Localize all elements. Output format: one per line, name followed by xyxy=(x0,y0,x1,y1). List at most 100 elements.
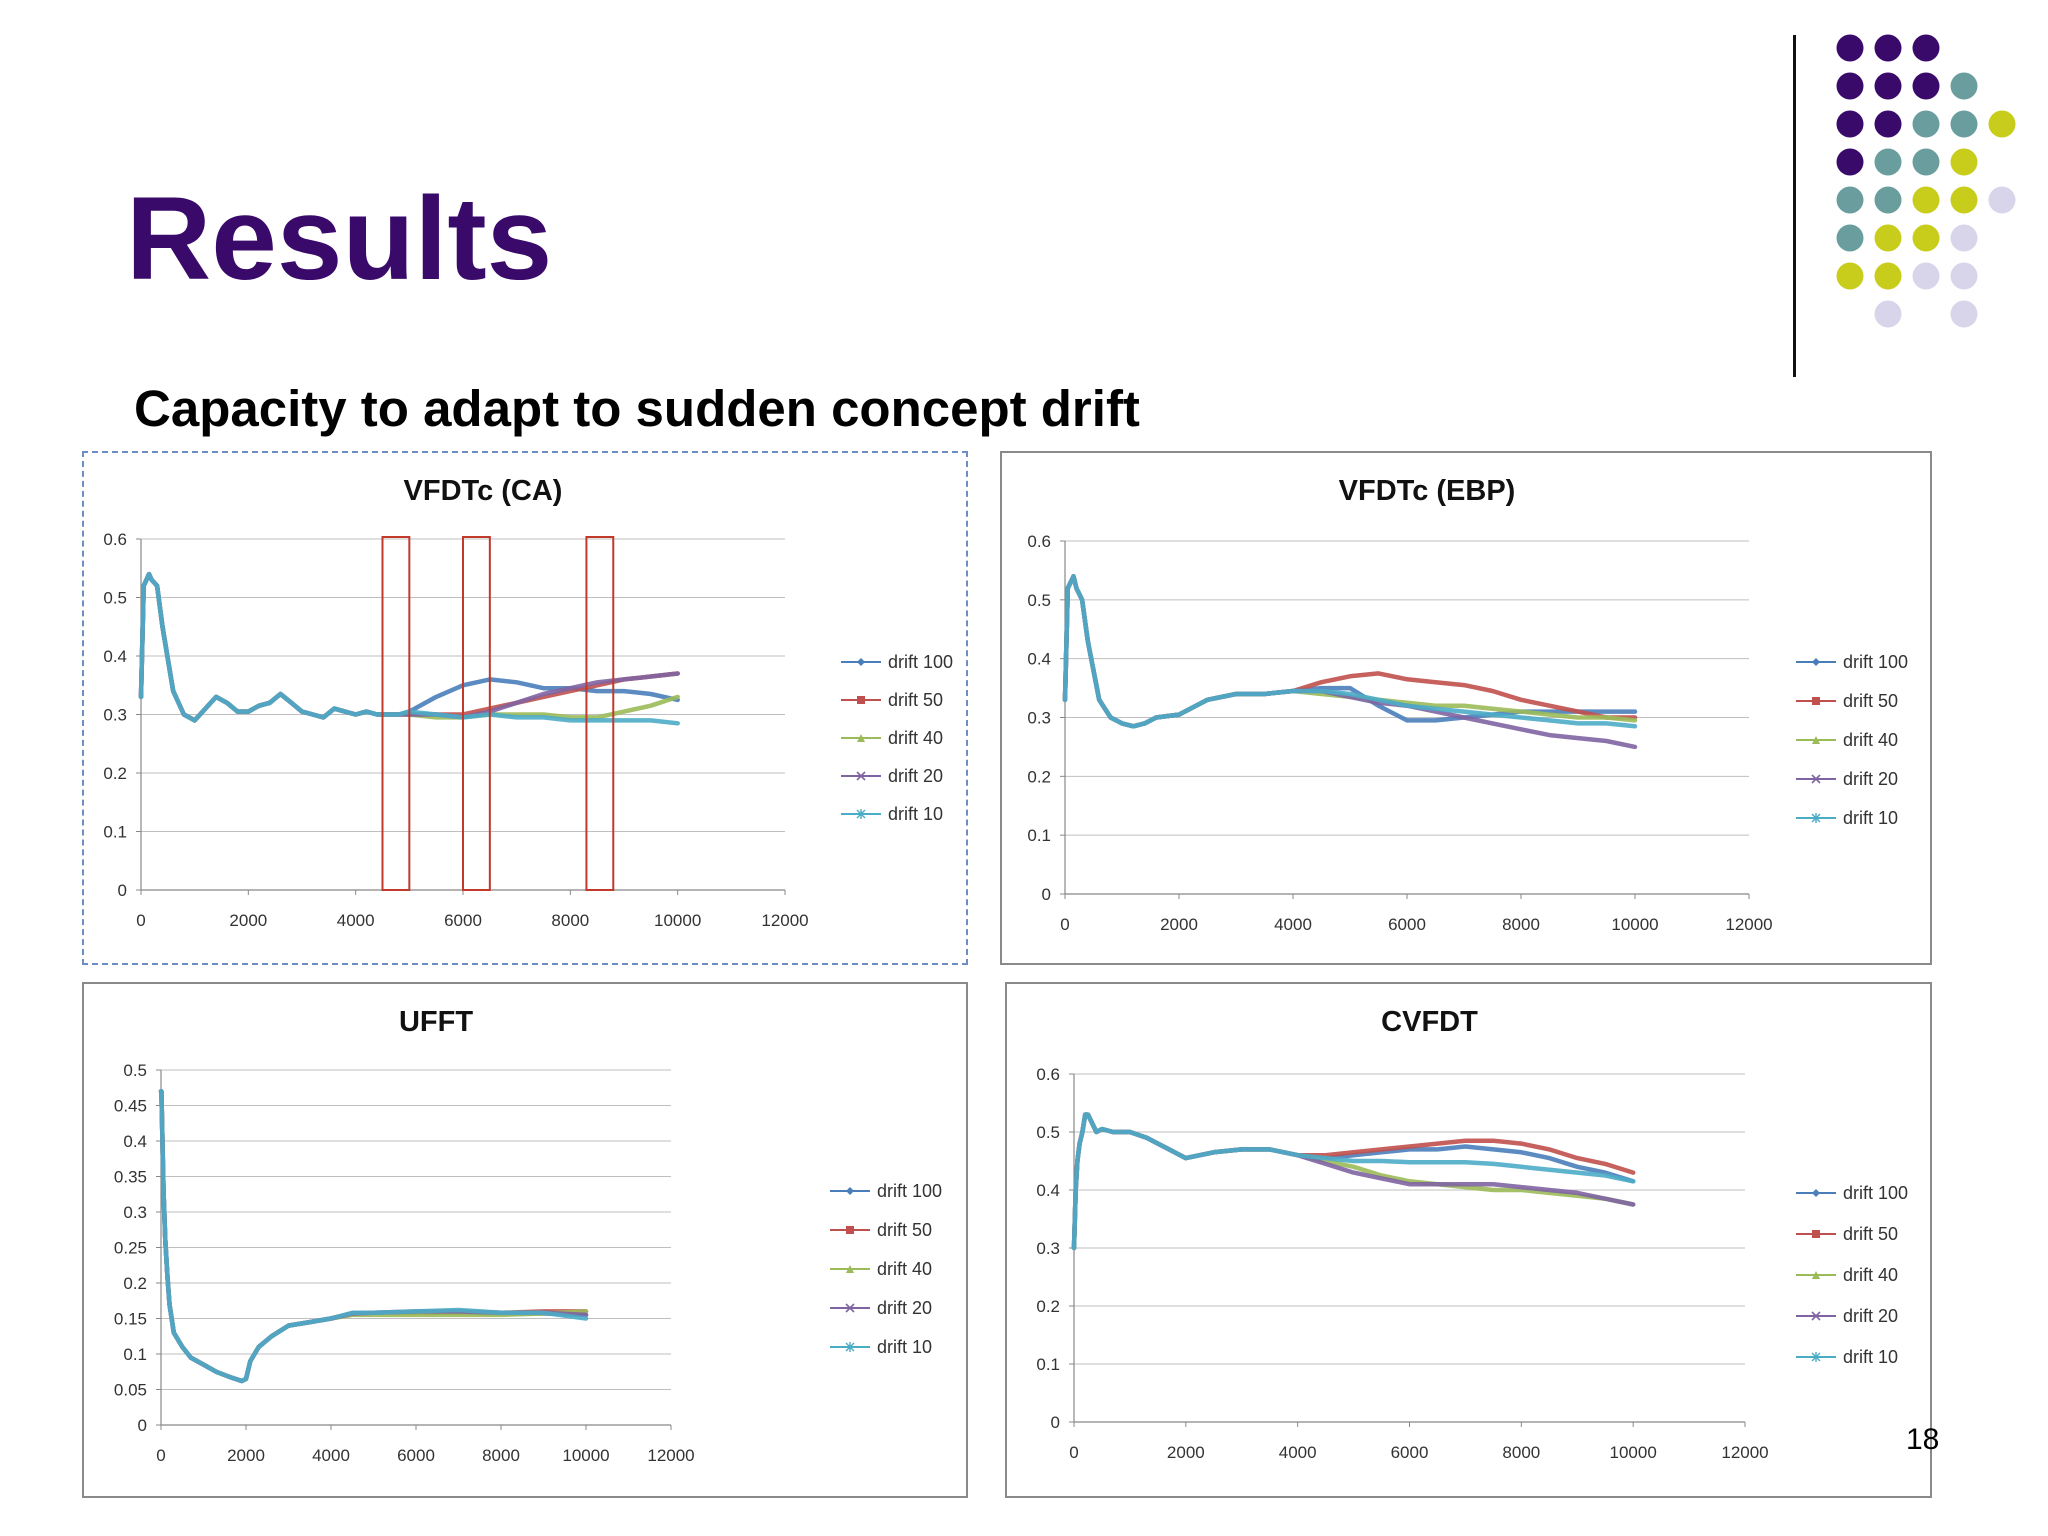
x-tick-label: 10000 xyxy=(654,911,701,930)
x-tick-label: 8000 xyxy=(1502,1443,1540,1462)
x-tick-label: 0 xyxy=(136,911,145,930)
chart-title: UFFT xyxy=(399,1006,473,1038)
x-tick-label: 8000 xyxy=(1502,915,1540,934)
decorative-dot xyxy=(1950,148,1978,176)
y-tick-label: 0.4 xyxy=(103,647,127,666)
legend-marker xyxy=(1811,1352,1821,1362)
x-tick-label: 8000 xyxy=(551,911,589,930)
legend-label: drift 50 xyxy=(1843,691,1898,711)
legend-marker xyxy=(856,809,866,819)
series-line-drift-50 xyxy=(1062,574,1638,729)
decorative-dot xyxy=(1988,110,2016,138)
chart-panel-vfdtc-ca[interactable]: VFDTc (CA) 0 0.1 0.2 0.3 0.4 0.5 0.6 0 2000 4000 60… xyxy=(82,451,968,965)
decorative-dot xyxy=(1836,110,1864,138)
series-line-drift-20 xyxy=(1071,1112,1636,1251)
decorative-dot xyxy=(1950,110,1978,138)
decorative-dot xyxy=(1912,72,1940,100)
y-tick-label: 0.1 xyxy=(103,823,127,842)
y-tick-label: 0.3 xyxy=(1036,1239,1060,1258)
series-line-drift-50 xyxy=(1071,1112,1636,1251)
y-tick-label: 0 xyxy=(1042,885,1051,904)
decorative-dot xyxy=(1836,224,1864,252)
x-tick-label: 2000 xyxy=(1167,1443,1205,1462)
page-number: 18 xyxy=(1906,1423,1940,1456)
series-line-drift-50 xyxy=(158,1089,589,1384)
x-tick-label: 12000 xyxy=(761,911,808,930)
y-tick-label: 0.4 xyxy=(1027,650,1051,669)
y-tick-label: 0.15 xyxy=(114,1310,147,1329)
x-tick-label: 10000 xyxy=(1611,915,1658,934)
x-tick-label: 12000 xyxy=(647,1446,694,1465)
chart-title: VFDTc (CA) xyxy=(404,475,563,507)
x-tick-label: 6000 xyxy=(444,911,482,930)
legend-label: drift 40 xyxy=(888,728,943,748)
chart-title: CVFDT xyxy=(1381,1006,1478,1038)
x-tick-label: 2000 xyxy=(1160,915,1198,934)
y-tick-label: 0.3 xyxy=(123,1203,147,1222)
series-line-drift-10 xyxy=(138,571,680,726)
decorative-dot xyxy=(1912,110,1940,138)
decorative-dot xyxy=(1874,262,1902,290)
series-line-drift-20 xyxy=(158,1089,589,1384)
legend-marker xyxy=(1812,697,1820,705)
legend-label: drift 20 xyxy=(877,1298,932,1318)
x-tick-label: 4000 xyxy=(1274,915,1312,934)
chart-panel-cvfdt: CVFDT 0 0.1 0.2 0.3 0.4 0.5 0.6 0 2000 4000 6000 800… xyxy=(1005,982,1932,1498)
decorative-dot xyxy=(1874,148,1902,176)
legend-marker xyxy=(1811,1311,1821,1321)
decorative-dot xyxy=(1950,224,1978,252)
x-tick-label: 6000 xyxy=(1391,1443,1429,1462)
series-line-drift-10 xyxy=(158,1089,589,1384)
decorative-dot xyxy=(1874,300,1902,328)
legend-label: drift 100 xyxy=(1843,1183,1908,1203)
legend-label: drift 100 xyxy=(888,652,953,672)
decorative-divider xyxy=(1793,35,1796,377)
highlight-box xyxy=(585,536,615,891)
x-tick-label: 0 xyxy=(156,1446,165,1465)
chart-panel-vfdtc-ebp: VFDTc (EBP) 0 0.1 0.2 0.3 0.4 0.5 0.6 0 2000 4000 6… xyxy=(1000,451,1932,965)
decorative-dot xyxy=(1836,186,1864,214)
x-tick-label: 4000 xyxy=(337,911,375,930)
legend-label: drift 50 xyxy=(888,690,943,710)
y-tick-label: 0.6 xyxy=(1027,532,1051,551)
legend-label: drift 40 xyxy=(1843,730,1898,750)
y-tick-label: 0.05 xyxy=(114,1381,147,1400)
decorative-dot xyxy=(1950,72,1978,100)
x-tick-label: 8000 xyxy=(482,1446,520,1465)
x-tick-label: 6000 xyxy=(1388,915,1426,934)
decorative-dot xyxy=(1836,262,1864,290)
y-tick-label: 0.2 xyxy=(123,1274,147,1293)
decorative-dot xyxy=(1912,262,1940,290)
decorative-dot xyxy=(1874,72,1902,100)
x-tick-label: 12000 xyxy=(1721,1443,1768,1462)
y-tick-label: 0.2 xyxy=(1027,767,1051,786)
highlight-box xyxy=(381,536,411,891)
series-line-drift-40 xyxy=(1071,1112,1636,1251)
y-tick-label: 0.2 xyxy=(103,764,127,783)
series-line-drift-100 xyxy=(158,1089,589,1384)
decorative-dot xyxy=(1950,262,1978,290)
legend-marker xyxy=(857,658,865,666)
y-tick-label: 0.5 xyxy=(1036,1123,1060,1142)
chart-title: VFDTc (EBP) xyxy=(1339,475,1516,507)
y-tick-label: 0.5 xyxy=(1027,591,1051,610)
y-tick-label: 0.3 xyxy=(103,706,127,725)
decorative-dot xyxy=(1950,300,1978,328)
legend-label: drift 100 xyxy=(1843,652,1908,672)
decorative-dot xyxy=(1912,34,1940,62)
legend-label: drift 10 xyxy=(888,804,943,824)
slide-subtitle: Capacity to adapt to sudden concept drif… xyxy=(134,380,1140,437)
y-tick-label: 0.25 xyxy=(114,1239,147,1258)
decorative-dot xyxy=(1874,224,1902,252)
y-tick-label: 0 xyxy=(1051,1413,1060,1432)
chart-panel-ufft: UFFT 0 0.05 0.1 0.15 0.2 0.25 0.3 0.35 0.4 0.45 0.5… xyxy=(82,982,968,1498)
legend-label: drift 50 xyxy=(1843,1224,1898,1244)
legend-label: drift 50 xyxy=(877,1220,932,1240)
legend-label: drift 40 xyxy=(877,1259,932,1279)
legend-label: drift 10 xyxy=(1843,1347,1898,1367)
legend-marker xyxy=(846,1265,854,1273)
legend-label: drift 20 xyxy=(1843,1306,1898,1326)
x-tick-label: 12000 xyxy=(1725,915,1772,934)
chart-cvfdt: CVFDT 0 0.1 0.2 0.3 0.4 0.5 0.6 0 2000 4000 6000 800… xyxy=(1036,1006,1908,1462)
x-tick-label: 0 xyxy=(1060,915,1069,934)
